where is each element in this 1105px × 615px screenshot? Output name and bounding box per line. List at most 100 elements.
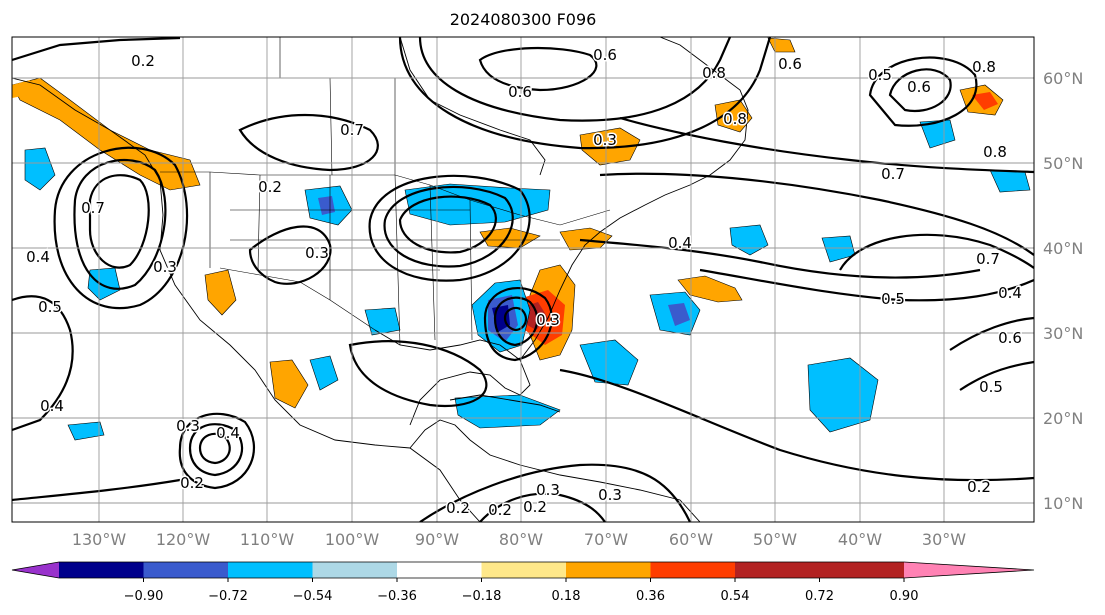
contour-line (198, 432, 231, 465)
contour-label: 0.7 (81, 199, 105, 217)
longitude-label: 120°W (156, 530, 211, 549)
longitude-label: 90°W (415, 530, 459, 549)
contour-label: 0.3 (305, 244, 329, 262)
contour-label: 0.4 (216, 424, 240, 442)
coastlines (12, 37, 749, 522)
contour-label: 0.8 (983, 143, 1007, 161)
hudson-bay-outline (399, 37, 546, 176)
colorbar-segment (481, 562, 566, 578)
positive-anomaly-ohio-valley (479, 227, 541, 249)
negative-anomaly-central-atlantic (807, 357, 879, 433)
contour-line (579, 238, 981, 279)
colorbar-tick-label: −0.90 (124, 589, 164, 604)
contour-label: 0.5 (979, 378, 1003, 396)
positive-anomaly-labrador (579, 127, 641, 166)
latitude-label: 30°N (1043, 324, 1083, 343)
us-canada-border (160, 171, 611, 226)
contour-label: 0.6 (508, 83, 532, 101)
colorbar-tick-label: −0.54 (293, 589, 333, 604)
colorbar-tick-label: −0.36 (377, 589, 417, 604)
latitude-label: 10°N (1043, 494, 1083, 513)
us-state-borders (209, 172, 560, 346)
positive-anomaly-baja (269, 359, 309, 409)
negative-anomaly-bahamas (579, 339, 639, 386)
map-title: 2024080300 F096 (450, 10, 597, 29)
colorbar-tick-label: 0.18 (552, 589, 581, 604)
colorbar-segment (397, 562, 482, 578)
contour-line (479, 492, 606, 522)
longitude-label: 40°W (838, 530, 882, 549)
contour-line (248, 225, 332, 285)
us-mexico-border (219, 267, 376, 331)
contour-label: 0.2 (523, 498, 547, 516)
longitude-label: 80°W (499, 530, 543, 549)
contour-line (178, 412, 255, 490)
contour-label: 0.6 (593, 46, 617, 64)
contour-label: 0.3 (176, 417, 200, 435)
cuba-outline (449, 394, 561, 413)
contour-line (398, 195, 497, 254)
contour-label: 0.7 (881, 165, 905, 183)
latitude-label: 50°N (1043, 154, 1083, 173)
contour-label: 0.8 (972, 58, 996, 76)
colorbar-segment (59, 562, 144, 578)
negative-anomaly-great-lakes (404, 183, 551, 226)
latitude-label: 60°N (1043, 69, 1083, 88)
contour-line (839, 233, 1034, 271)
longitude-label: 30°W (922, 530, 966, 549)
atlantic-coastline (519, 37, 749, 361)
contour-label: 0.2 (967, 478, 991, 496)
contour-line (383, 185, 514, 268)
central-america-coast (409, 419, 701, 522)
colorbar-tick-label: 0.72 (805, 589, 834, 604)
contour-label: 0.8 (702, 64, 726, 82)
negative-anomaly-atlantic-north (729, 224, 769, 256)
contour-line (699, 268, 1034, 302)
contour-line (398, 37, 772, 150)
contour-label: 0.3 (598, 486, 622, 504)
longitude-label: 70°W (584, 530, 628, 549)
contour-line (348, 340, 488, 407)
contour-line (959, 360, 1034, 391)
contour-lines (12, 37, 1034, 522)
colorbar-ticks (143, 578, 905, 582)
contour-line (238, 113, 379, 172)
positive-anomaly-newfoundland (714, 99, 753, 133)
colorbar-segment (312, 562, 397, 578)
positive-anomaly-southwest-us (204, 269, 237, 316)
contour-label: 0.8 (723, 110, 747, 128)
colorbar-tick-label: 0.90 (890, 589, 919, 604)
colorbar-segment (819, 562, 904, 578)
contour-label: 0.7 (976, 250, 1000, 268)
longitude-labels: 130°W 120°W 110°W 100°W 90°W 80°W 70°W 6… (72, 530, 966, 549)
contour-label: 0.2 (180, 474, 204, 492)
pacific-coastline (12, 77, 481, 522)
contour-label: 0.3 (593, 131, 617, 149)
colorbar-tick-label: 0.36 (636, 589, 665, 604)
positive-anomaly-pacific-nw (12, 77, 201, 191)
longitude-label: 130°W (72, 530, 127, 549)
contour-label: 0.4 (668, 234, 692, 252)
negative-anomaly-southeast-pacific (67, 421, 105, 441)
contour-line (73, 158, 167, 290)
contour-labels: 0.2 0.6 0.8 0.6 0.8 0.6 0.8 0.7 0.8 0.7 … (25, 45, 1024, 521)
contour-line (368, 174, 531, 282)
negative-anomaly-mexico (309, 355, 339, 391)
colorbar-tick-label: 0.54 (721, 589, 750, 604)
contour-label: 0.2 (488, 501, 512, 519)
negative-anomaly-north-pacific (24, 147, 56, 191)
contour-line (868, 56, 978, 127)
contour-line (949, 316, 1034, 351)
contour-line (12, 295, 74, 432)
contour-label: 0.6 (998, 329, 1022, 347)
contour-label: 0.7 (340, 121, 364, 139)
contour-label: 0.5 (868, 66, 892, 84)
negative-anomaly-east-pacific (87, 267, 121, 301)
contour-label: 0.5 (881, 290, 905, 308)
colorbar: −0.90 −0.72 −0.54 −0.36 −0.18 0.18 0.36 … (11, 561, 1035, 604)
contour-label: 0.2 (131, 52, 155, 70)
contour-line (53, 146, 189, 310)
longitude-label: 110°W (240, 530, 295, 549)
contour-label: 0.3 (536, 481, 560, 499)
